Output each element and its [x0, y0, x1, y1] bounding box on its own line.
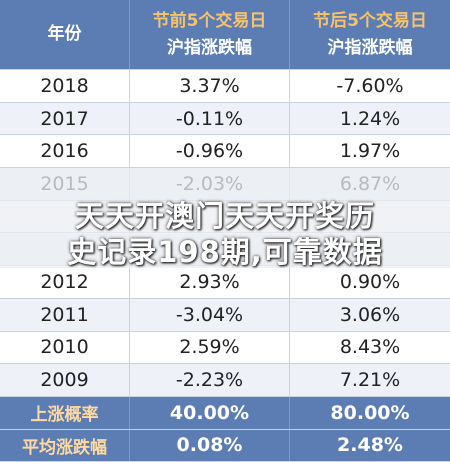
table-row: 2016 -0.96% 1.97% — [0, 135, 450, 169]
footer-row: 上涨概率 40.00% 80.00% — [0, 397, 450, 430]
overlay-band — [0, 168, 450, 268]
table-row: 2010 2.59% 8.43% — [0, 331, 450, 365]
header-text: 沪指涨跌幅 — [167, 37, 252, 58]
header-text: 节前5个交易日 — [152, 10, 267, 31]
table-cell: 8.43% — [339, 336, 401, 359]
overlay-text: 史记录198期,可靠数据 — [67, 235, 383, 269]
table-cell: 2011 — [0, 298, 130, 331]
table-row: 2009 -2.23% 7.21% — [0, 364, 450, 397]
table-cell: -2.23% — [130, 364, 290, 396]
footer-cell: 0.08% — [130, 429, 290, 461]
header-text: 沪指涨跌幅 — [327, 37, 413, 58]
table-row: 2012 2.93% 0.90% — [0, 266, 450, 299]
table-cell: 2.59% — [130, 331, 290, 364]
overlay-text: 天天开澳门天天开奖历 — [74, 199, 375, 233]
table-cell: -0.96% — [130, 135, 290, 168]
table-cell: 2017 — [0, 102, 130, 135]
footer-cell: 2.48% — [337, 434, 403, 457]
footer-cell: 平均涨跌幅 — [0, 429, 130, 461]
table-cell: 2016 — [0, 135, 130, 168]
header-text: 节后5个交易日 — [313, 10, 427, 31]
footer-cell: 上涨概率 — [0, 397, 130, 429]
footer-cell: 40.00% — [130, 397, 290, 429]
table-cell: 2010 — [0, 331, 130, 364]
table-cell: -3.04% — [130, 298, 290, 331]
header-cell: 节后5个交易日 沪指涨跌幅 — [290, 0, 450, 69]
table-cell: 1.97% — [339, 140, 401, 163]
header-cell: 年份 — [0, 0, 130, 69]
table-cell: 2.93% — [130, 266, 290, 298]
footer-row: 平均涨跌幅 0.08% 2.48% — [0, 429, 450, 462]
table-cell: 3.06% — [339, 303, 401, 326]
header-text: 年份 — [47, 24, 82, 44]
table-cell: 2009 — [0, 364, 130, 396]
table-cell: 3.37% — [130, 70, 290, 102]
table-cell: 7.21% — [339, 369, 401, 392]
header-row: 年份 节前5个交易日 沪指涨跌幅 节后5个交易日 沪指涨跌幅 — [0, 0, 450, 70]
table-cell: 2012 — [0, 266, 130, 298]
table-cell: -0.11% — [130, 102, 290, 135]
table-row: 2018 3.37% -7.60% — [0, 70, 450, 103]
header-cell: 节前5个交易日 沪指涨跌幅 — [130, 0, 290, 69]
table-cell: 2018 — [0, 70, 130, 102]
table-row: 2017 -0.11% 1.24% — [0, 102, 450, 136]
table-row: 2011 -3.04% 3.06% — [0, 298, 450, 332]
table-cell: 1.24% — [339, 107, 401, 130]
footer-cell: 80.00% — [330, 401, 410, 424]
table-cell: 0.90% — [339, 271, 401, 294]
table-cell: -7.60% — [336, 74, 404, 97]
